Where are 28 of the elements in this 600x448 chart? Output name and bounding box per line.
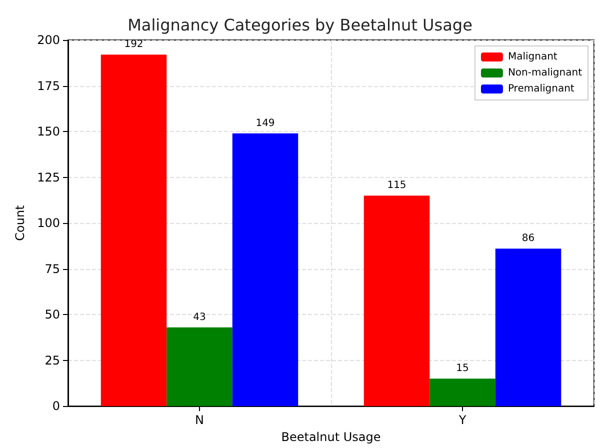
y-tick-label: 125 [37,170,60,184]
y-tick-label: 150 [37,124,60,139]
x-axis-title: Beetalnut Usage [281,430,381,444]
x-tick-label: N [195,413,204,428]
x-tick-label: Y [458,413,467,428]
legend-label: Premalignant [508,84,574,94]
bar [100,54,167,406]
data-label: 15 [456,363,469,374]
y-tick-label: 100 [37,216,60,230]
bar [232,133,298,406]
data-label: 149 [256,118,275,129]
data-label: 43 [193,312,206,323]
legend-label: Malignant [508,52,558,62]
bar [495,248,562,406]
bar [166,327,232,406]
y-tick-label: 50 [44,308,60,322]
data-label: 115 [387,180,406,192]
data-label: 86 [522,233,535,244]
y-axis-title: Count [13,204,28,241]
bar [430,378,496,406]
y-tick-label: 25 [44,353,60,368]
legend-label: Non-malignant [508,68,582,78]
y-tick-label: 75 [44,262,60,276]
y-tick-label: 200 [37,33,60,47]
chart-title: Malignancy Categories by Beetalnut Usage [128,16,472,34]
bar [364,196,430,406]
y-tick-label: 175 [37,78,60,93]
y-tick-label: 0 [52,399,60,414]
